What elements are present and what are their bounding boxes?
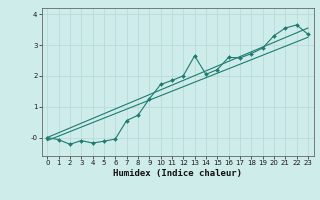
X-axis label: Humidex (Indice chaleur): Humidex (Indice chaleur): [113, 169, 242, 178]
